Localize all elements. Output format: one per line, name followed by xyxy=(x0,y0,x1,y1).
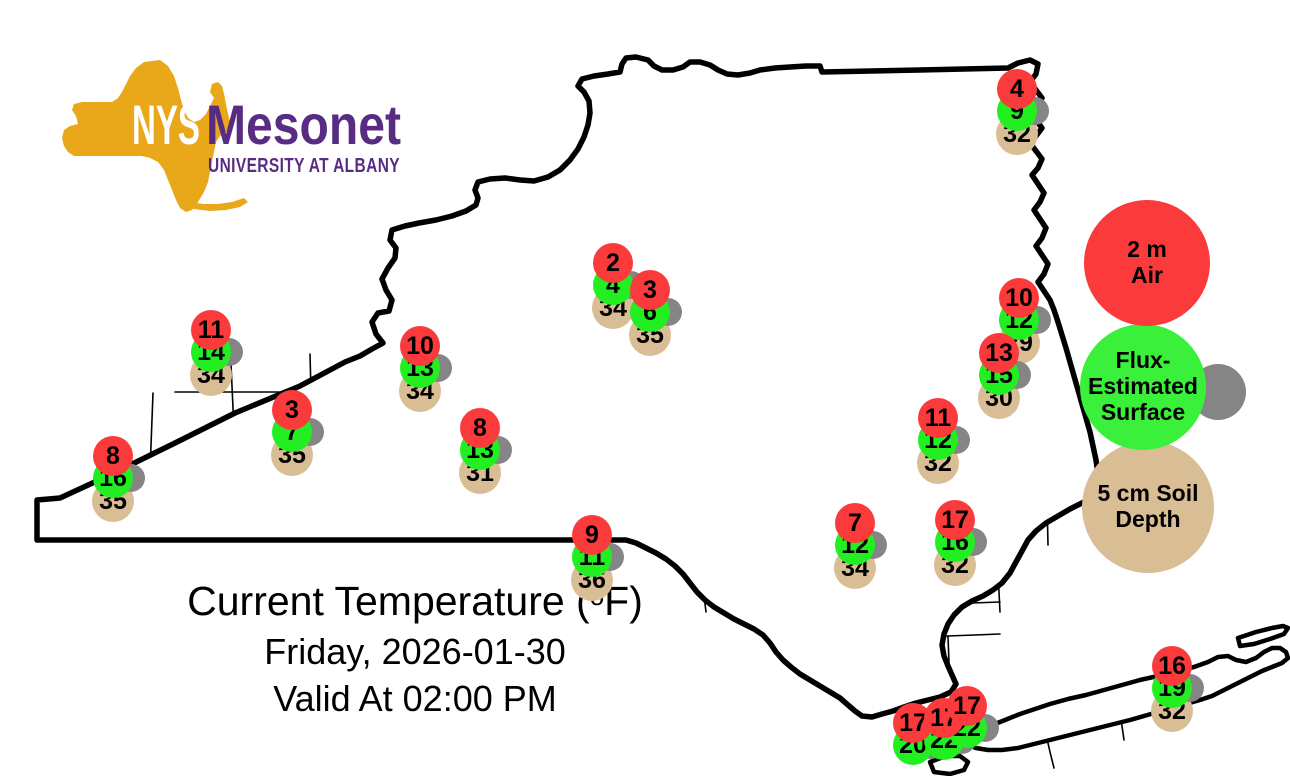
station-air-value: 3 xyxy=(272,390,312,430)
station-air-value: 11 xyxy=(191,310,231,350)
legend-soil-line2: Depth xyxy=(1115,506,1181,532)
ny-state-silhouette xyxy=(62,60,232,212)
title-main-prefix: Current Temperature ( xyxy=(187,578,590,624)
legend-air-circle: 2 m Air xyxy=(1084,200,1210,326)
station-air-value: 17 xyxy=(935,500,975,540)
station-air-value: 16 xyxy=(1152,646,1192,686)
logo-mesonet-text: Mesonet xyxy=(206,93,401,156)
legend-surface-line3: Surface xyxy=(1100,398,1186,425)
map-legend: 5 cm Soil Depth Flux- Estimated Surface … xyxy=(1060,196,1280,573)
long-island-shape xyxy=(957,645,1290,753)
page-title: Current Temperature (oF) xyxy=(150,578,680,625)
legend-surface-line1: Flux- xyxy=(1115,347,1171,374)
nys-mesonet-logo: NYS Mesonet UNIVERSITY AT ALBANY xyxy=(48,52,418,212)
station-air-value: 8 xyxy=(93,436,133,476)
station-air-value: 13 xyxy=(979,333,1019,373)
station-air-value: 17 xyxy=(947,686,987,726)
long-island-north-fork xyxy=(1235,623,1290,649)
station-air-value: 11 xyxy=(918,398,958,438)
legend-surface-line2: Estimated xyxy=(1088,373,1198,400)
logo-nys-text: NYS xyxy=(132,93,200,156)
valid-time: Valid At 02:00 PM xyxy=(273,677,557,719)
logo-subtitle-text: UNIVERSITY AT ALBANY xyxy=(208,155,400,177)
legend-air-line2: Air xyxy=(1131,262,1163,288)
legend-soil-line1: 5 cm Soil xyxy=(1097,480,1199,507)
station-air-value: 9 xyxy=(572,515,612,555)
station-air-value: 4 xyxy=(997,69,1037,109)
station-air-value: 8 xyxy=(460,408,500,448)
station-air-value: 10 xyxy=(999,278,1039,318)
state-outline xyxy=(34,54,1101,720)
legend-air-line1: 2 m xyxy=(1127,236,1167,263)
valid-date: Friday, 2026-01-30 xyxy=(264,631,566,673)
title-block: Current Temperature (oF) Friday, 2026-01… xyxy=(150,578,680,723)
ny-state-long-island xyxy=(178,198,248,211)
legend-surface-circle: Flux- Estimated Surface xyxy=(1080,324,1206,450)
station-air-value: 10 xyxy=(400,326,440,366)
station-air-value: 2 xyxy=(593,243,633,283)
station-air-value: 7 xyxy=(835,503,875,543)
station-air-value: 3 xyxy=(630,270,670,310)
legend-soil-circle: 5 cm Soil Depth xyxy=(1082,441,1214,573)
